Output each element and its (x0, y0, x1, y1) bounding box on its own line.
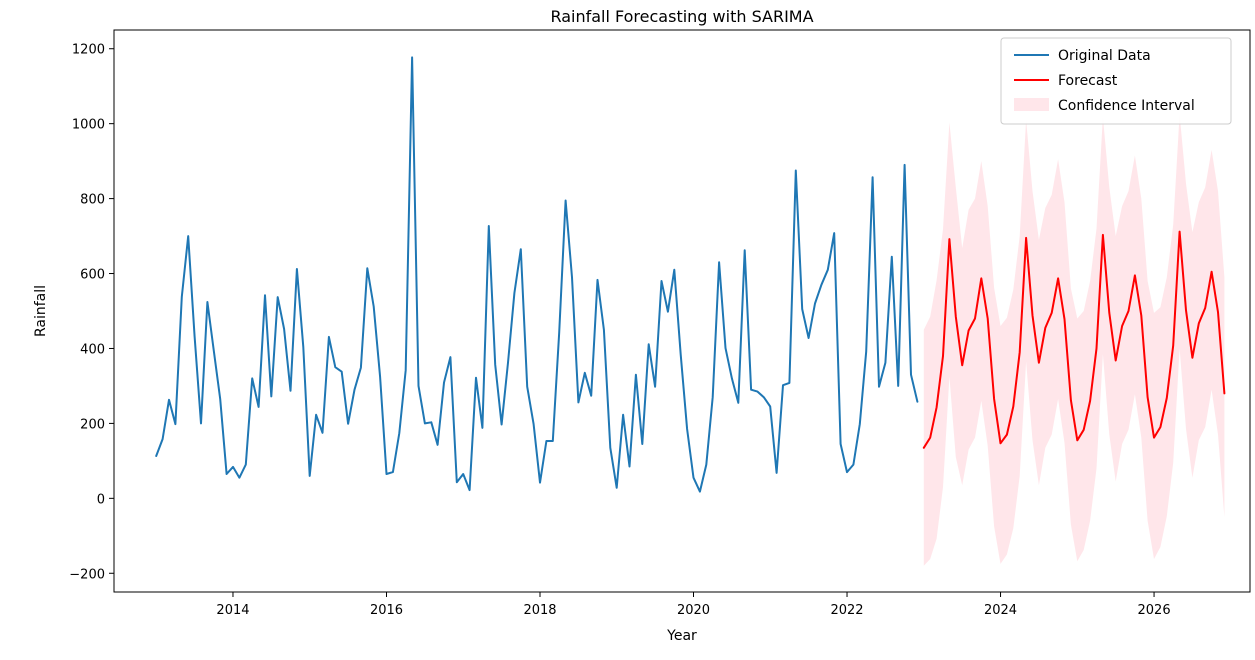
x-tick-label: 2024 (984, 603, 1017, 618)
x-tick-label: 2026 (1138, 603, 1171, 618)
series-line-forecast (922, 230, 1226, 449)
x-tick-label: 2018 (523, 603, 556, 618)
y-tick-label: 200 (80, 417, 105, 432)
plot-area (155, 56, 1226, 566)
y-axis-label: Rainfall (33, 285, 49, 337)
x-tick-label: 2022 (830, 603, 863, 618)
legend-label-original-data: Original Data (1058, 48, 1151, 64)
y-axis: −200 0 200 400 600 800 1000 1200 (69, 43, 114, 582)
y-tick-label: 600 (80, 268, 105, 283)
x-axis: 2014 2016 2018 2020 2022 2024 2026 (216, 592, 1171, 618)
y-tick-label: 400 (80, 342, 105, 357)
legend-label-confidence-interval: Confidence Interval (1058, 98, 1195, 114)
legend-swatch-confidence-interval (1014, 98, 1049, 111)
legend: Original Data Forecast Confidence Interv… (1000, 37, 1232, 125)
x-tick-label: 2020 (677, 603, 710, 618)
y-tick-label: 1000 (72, 118, 105, 133)
x-axis-label: Year (666, 628, 697, 644)
legend-label-forecast: Forecast (1058, 73, 1118, 89)
series-line-original-data (155, 56, 919, 493)
chart-title: Rainfall Forecasting with SARIMA (550, 7, 813, 26)
y-tick-label: 0 (97, 492, 105, 507)
y-tick-label: 1200 (72, 43, 105, 58)
confidence-interval-band (923, 114, 1225, 566)
x-tick-label: 2014 (216, 603, 249, 618)
y-tick-label: −200 (69, 567, 105, 582)
legend-box (1000, 37, 1232, 125)
y-tick-label: 800 (80, 193, 105, 208)
x-tick-label: 2016 (370, 603, 403, 618)
plot-frame (113, 29, 1251, 593)
